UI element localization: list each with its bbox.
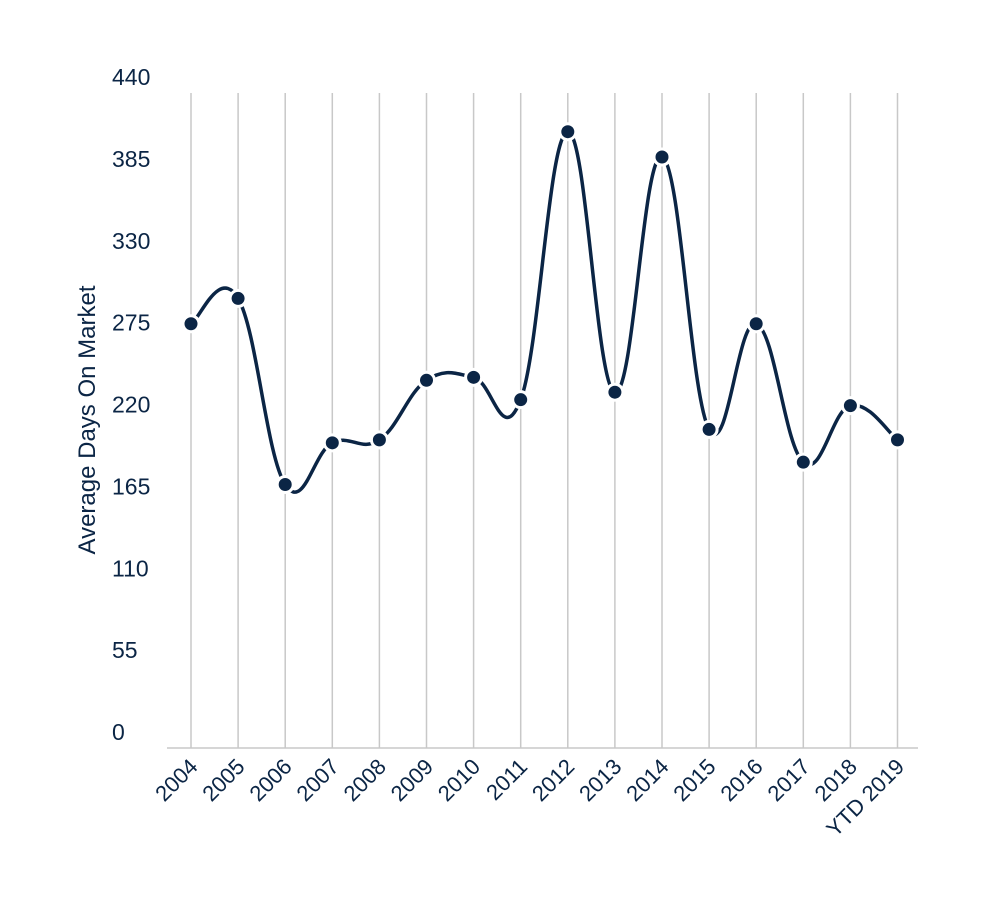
series-line-0 bbox=[189, 129, 899, 494]
x-tick-label: 2004 bbox=[150, 754, 202, 806]
x-tick-label: 2017 bbox=[763, 754, 815, 806]
data-point-2008[interactable] bbox=[369, 430, 389, 450]
y-tick-label: 385 bbox=[112, 146, 150, 172]
data-point-2011[interactable] bbox=[511, 390, 531, 410]
x-tick-label: 2010 bbox=[433, 754, 485, 806]
x-tick-label: 2007 bbox=[292, 754, 344, 806]
data-point-2017[interactable] bbox=[793, 452, 813, 472]
x-tick-label: 2014 bbox=[621, 754, 673, 806]
y-tick-label: 110 bbox=[112, 555, 149, 581]
data-point-2012[interactable] bbox=[558, 122, 578, 142]
data-point-2015[interactable] bbox=[699, 419, 719, 439]
series-layer bbox=[189, 129, 899, 494]
data-point-2016[interactable] bbox=[746, 314, 766, 334]
x-tick-label: 2012 bbox=[527, 754, 579, 806]
data-points bbox=[181, 122, 907, 495]
x-tick-label: 2009 bbox=[386, 754, 438, 806]
data-point-2006[interactable] bbox=[275, 475, 295, 495]
x-tick-label: 2015 bbox=[668, 754, 720, 806]
x-tick-label: 2005 bbox=[197, 754, 249, 806]
x-tick-label: 2006 bbox=[244, 754, 296, 806]
data-point-ytd-2019[interactable] bbox=[888, 430, 907, 450]
y-tick-label: 440 bbox=[112, 64, 150, 90]
data-point-2014[interactable] bbox=[652, 147, 672, 167]
y-tick-label: 220 bbox=[112, 392, 150, 418]
data-point-2005[interactable] bbox=[228, 288, 248, 308]
x-tick-label: 2016 bbox=[715, 754, 767, 806]
data-point-2009[interactable] bbox=[417, 370, 436, 390]
y-tick-label: 55 bbox=[112, 637, 138, 663]
x-tick-label: 2011 bbox=[481, 754, 532, 805]
data-point-2013[interactable] bbox=[605, 382, 625, 402]
y-tick-label: 0 bbox=[112, 719, 125, 745]
y-axis-title: Average Days On Market bbox=[74, 285, 101, 554]
x-tick-label: 2013 bbox=[574, 754, 626, 806]
y-tick-label: 165 bbox=[112, 473, 150, 499]
y-tick-label: 330 bbox=[112, 228, 150, 254]
data-point-2007[interactable] bbox=[322, 433, 342, 453]
data-point-2010[interactable] bbox=[464, 367, 484, 387]
y-tick-label: 275 bbox=[112, 310, 150, 336]
x-tick-label: 2008 bbox=[339, 754, 391, 806]
x-axis-ticks: 2004200520062007200820092010201120122013… bbox=[150, 754, 909, 842]
data-point-2004[interactable] bbox=[181, 314, 201, 334]
grid-lines bbox=[167, 93, 918, 749]
y-axis-ticks: 0 55 110 165 220 275 330 385 440 bbox=[112, 64, 150, 745]
data-point-2018[interactable] bbox=[840, 396, 860, 416]
